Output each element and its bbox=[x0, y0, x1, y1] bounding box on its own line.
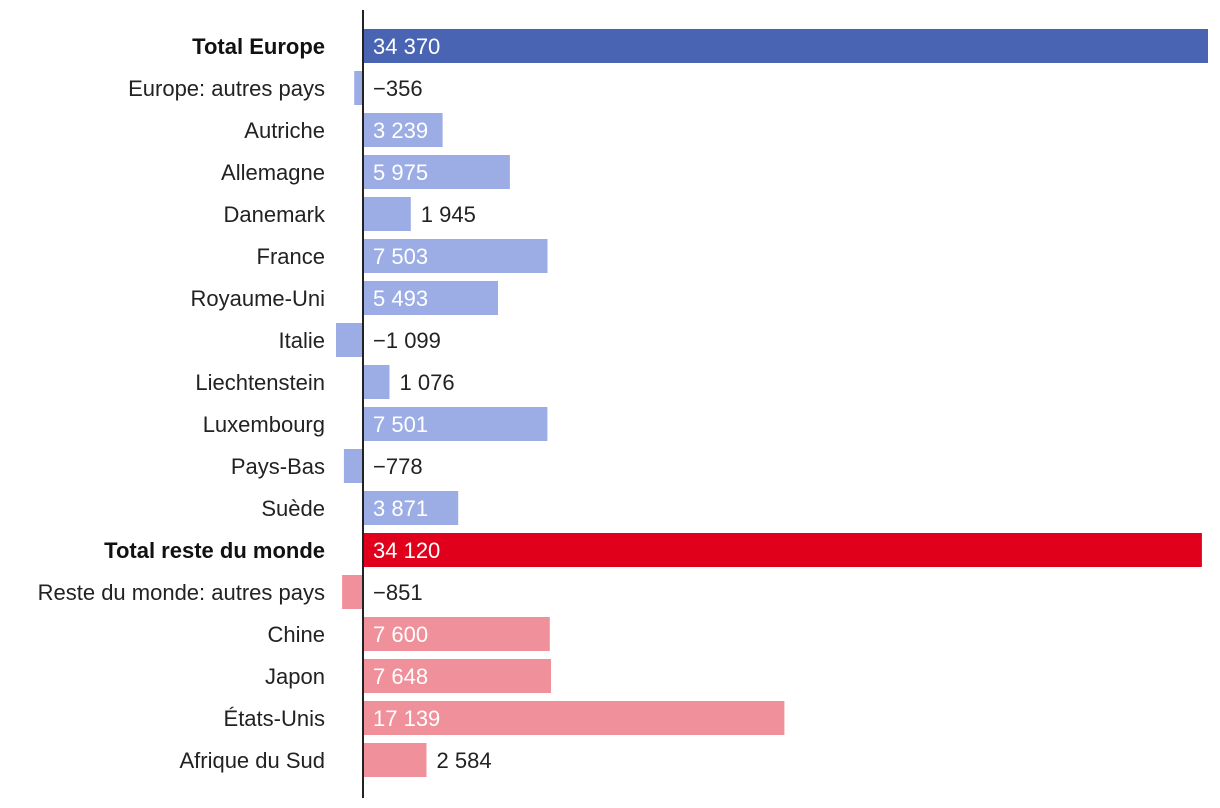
category-label: Japon bbox=[265, 664, 325, 689]
bar bbox=[363, 701, 785, 735]
value-label: 1 076 bbox=[400, 370, 455, 395]
category-label: France bbox=[257, 244, 325, 269]
bar bbox=[363, 281, 498, 315]
category-label: Italie bbox=[279, 328, 325, 353]
category-label: Chine bbox=[268, 622, 325, 647]
bar bbox=[363, 197, 411, 231]
bar bbox=[363, 533, 1202, 567]
category-label: Liechtenstein bbox=[195, 370, 325, 395]
value-label: 3 871 bbox=[373, 496, 428, 521]
category-label: Suède bbox=[261, 496, 325, 521]
category-label: Pays-Bas bbox=[231, 454, 325, 479]
value-label: 1 945 bbox=[421, 202, 476, 227]
value-label: −1 099 bbox=[373, 328, 441, 353]
category-label: Autriche bbox=[244, 118, 325, 143]
bar bbox=[363, 659, 551, 693]
category-label: Luxembourg bbox=[203, 412, 325, 437]
bar bbox=[336, 323, 363, 357]
category-label: Europe: autres pays bbox=[128, 76, 325, 101]
category-label: Reste du monde: autres pays bbox=[38, 580, 325, 605]
value-label: 5 493 bbox=[373, 286, 428, 311]
category-label: États-Unis bbox=[224, 706, 325, 731]
bar bbox=[363, 239, 548, 273]
value-label: 17 139 bbox=[373, 706, 440, 731]
value-label: 5 975 bbox=[373, 160, 428, 185]
value-label: 7 600 bbox=[373, 622, 428, 647]
bar bbox=[343, 449, 363, 483]
bar bbox=[354, 71, 363, 105]
bar bbox=[363, 743, 427, 777]
category-label: Total reste du monde bbox=[104, 538, 325, 563]
value-label: 34 120 bbox=[373, 538, 440, 563]
bar bbox=[363, 365, 390, 399]
value-label: −356 bbox=[373, 76, 423, 101]
bar bbox=[363, 407, 548, 441]
bar bbox=[363, 113, 443, 147]
category-label: Total Europe bbox=[192, 34, 325, 59]
bar bbox=[363, 491, 459, 525]
category-label: Afrique du Sud bbox=[179, 748, 325, 773]
bar bbox=[342, 575, 363, 609]
category-label: Allemagne bbox=[221, 160, 325, 185]
value-label: 7 503 bbox=[373, 244, 428, 269]
category-label: Royaume-Uni bbox=[191, 286, 326, 311]
value-label: 7 648 bbox=[373, 664, 428, 689]
bar bbox=[363, 155, 510, 189]
value-label: 7 501 bbox=[373, 412, 428, 437]
bar bbox=[363, 29, 1208, 63]
value-label: 3 239 bbox=[373, 118, 428, 143]
value-label: 2 584 bbox=[437, 748, 492, 773]
category-label: Danemark bbox=[224, 202, 326, 227]
bar bbox=[363, 617, 550, 651]
value-label: 34 370 bbox=[373, 34, 440, 59]
value-label: −851 bbox=[373, 580, 423, 605]
value-label: −778 bbox=[373, 454, 423, 479]
